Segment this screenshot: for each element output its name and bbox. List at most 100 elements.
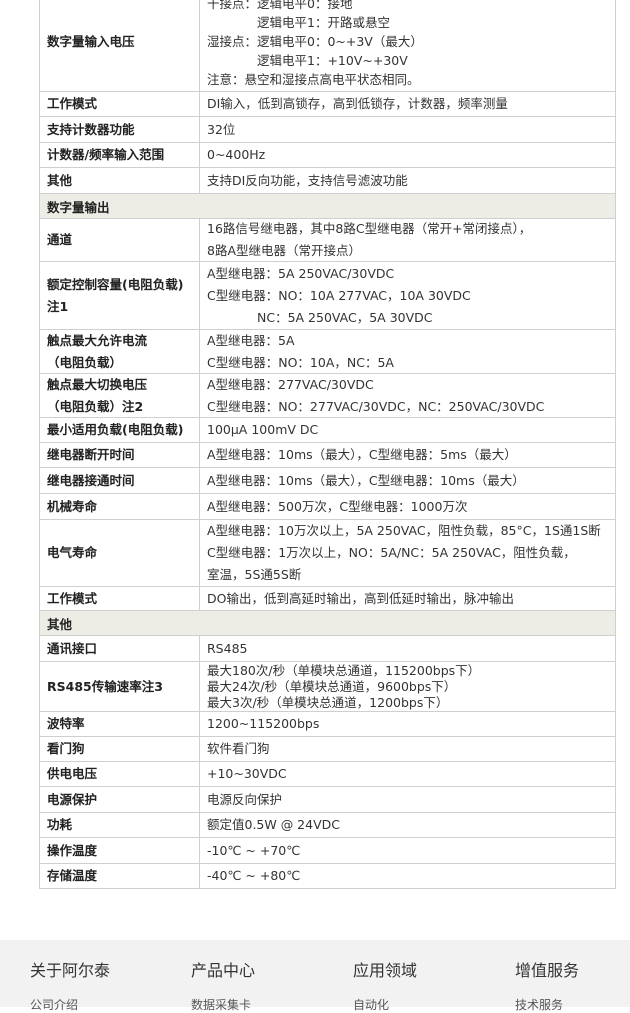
text-line: 继电器接通时间 bbox=[47, 472, 135, 488]
footer-link[interactable]: 技术服务 bbox=[515, 998, 564, 1012]
table-row: 电源保护 电源反向保护 bbox=[39, 787, 616, 813]
text-line: 电源反向保护 bbox=[207, 791, 283, 807]
text-line: 湿接点：逻辑电平0：0~+3V（最大） bbox=[207, 34, 423, 49]
text-line: （电阻负载） bbox=[47, 354, 123, 370]
table-row: 最小适用负载(电阻负载) 100μA 100mV DC bbox=[39, 418, 616, 443]
text-line: （电阻负载）注2 bbox=[47, 398, 144, 414]
text-line: -10℃ ~ +70℃ bbox=[207, 842, 301, 858]
footer-heading[interactable]: 产品中心 bbox=[191, 961, 256, 980]
text-line: A型继电器：277VAC/30VDC bbox=[207, 376, 374, 392]
row-label: 机械寿命 bbox=[40, 494, 200, 519]
text-line: 触点最大切换电压 bbox=[47, 376, 148, 392]
row-label: 工作模式 bbox=[40, 92, 200, 116]
table-row: 操作温度 -10℃ ~ +70℃ bbox=[39, 838, 616, 864]
text-line: 看门狗 bbox=[47, 741, 85, 756]
section-title: 数字量输出 bbox=[40, 194, 615, 218]
table-row: 额定控制容量(电阻负载) 注1 A型继电器：5A 250VAC/30VDC C型继电器… bbox=[39, 262, 616, 330]
table-row: 功耗 额定值0.5W @ 24VDC bbox=[39, 813, 616, 838]
text-line: A型继电器：5A bbox=[207, 332, 295, 348]
text-line: 电气寿命 bbox=[47, 545, 98, 560]
footer-column: 应用领域 自动化 bbox=[353, 960, 417, 1013]
table-row: 支持计数器功能 32位 bbox=[39, 117, 616, 143]
row-value: A型继电器：500万次，C型继电器：1000万次 bbox=[200, 494, 615, 519]
table-row: 通讯接口 RS485 bbox=[39, 636, 616, 662]
text-line: RS485传输速率注3 bbox=[47, 678, 163, 694]
row-label: 最小适用负载(电阻负载) bbox=[40, 418, 200, 442]
row-value: A型继电器：10ms（最大），C型继电器：10ms（最大） bbox=[200, 468, 615, 493]
row-label: 继电器断开时间 bbox=[40, 443, 200, 467]
table-row: 机械寿命 A型继电器：500万次，C型继电器：1000万次 bbox=[39, 494, 616, 520]
text-line: 最大180次/秒（单模块总通道，115200bps下） bbox=[207, 662, 481, 678]
row-value: 32位 bbox=[200, 117, 615, 142]
text-line: C型继电器：1万次以上，NO：5A/NC：5A 250VAC，阻性负载， bbox=[207, 545, 576, 560]
row-value: 干接点：逻辑电平0：接地 逻辑电平1：开路或悬空 湿接点：逻辑电平0：0~+3V（… bbox=[200, 0, 615, 91]
text-line: 电源保护 bbox=[47, 791, 98, 807]
row-label: 触点最大切换电压 （电阻负载）注2 bbox=[40, 374, 200, 417]
text-line: 计数器/频率输入范围 bbox=[47, 147, 165, 162]
text-line: +10~30VDC bbox=[207, 766, 287, 781]
text-line: 室温，5S通5S断 bbox=[207, 567, 302, 582]
row-label: 数字量输入电压 bbox=[40, 0, 200, 91]
row-value: -10℃ ~ +70℃ bbox=[200, 838, 615, 863]
text-line: 触点最大允许电流 bbox=[47, 332, 148, 348]
row-label: 看门狗 bbox=[40, 737, 200, 761]
text-line: 逻辑电平1：开路或悬空 bbox=[207, 15, 390, 30]
footer-link[interactable]: 自动化 bbox=[353, 998, 390, 1012]
table-row: 供电电压 +10~30VDC bbox=[39, 762, 616, 787]
row-label: RS485传输速率注3 bbox=[40, 662, 200, 711]
row-label: 存储温度 bbox=[40, 864, 200, 888]
text-line: 额定控制容量(电阻负载) bbox=[47, 276, 184, 292]
text-line: 供电电压 bbox=[47, 766, 98, 781]
text-line: C型继电器：NO：10A，NC：5A bbox=[207, 354, 394, 370]
text-line: A型继电器：5A 250VAC/30VDC bbox=[207, 265, 395, 281]
text-line: 工作模式 bbox=[47, 590, 98, 606]
row-label: 功耗 bbox=[40, 813, 200, 837]
table-row: 继电器接通时间 A型继电器：10ms（最大），C型继电器：10ms（最大） bbox=[39, 468, 616, 494]
row-value: A型继电器：5A C型继电器：NO：10A，NC：5A bbox=[200, 330, 615, 373]
table-row: 看门狗 软件看门狗 bbox=[39, 737, 616, 762]
footer-column: 产品中心 数据采集卡 bbox=[191, 960, 255, 1013]
table-row: 计数器/频率输入范围 0~400Hz bbox=[39, 143, 616, 168]
footer: 关于阿尔泰公司介绍 产品中心数据采集卡 应用领域自动化 增值服务技术服务 bbox=[0, 940, 630, 1012]
row-label: 计数器/频率输入范围 bbox=[40, 143, 200, 167]
row-label: 额定控制容量(电阻负载) 注1 bbox=[40, 262, 200, 329]
table-row: 存储温度 -40℃ ~ +80℃ bbox=[39, 864, 616, 889]
row-label: 触点最大允许电流 （电阻负载） bbox=[40, 330, 200, 373]
text-line: A型继电器：10ms（最大），C型继电器：10ms（最大） bbox=[207, 472, 525, 488]
text-line: A型继电器：10ms（最大），C型继电器：5ms（最大） bbox=[207, 447, 517, 462]
row-label: 通讯接口 bbox=[40, 636, 200, 661]
text-line: 1200~115200bps bbox=[207, 716, 320, 731]
row-value: RS485 bbox=[200, 636, 615, 661]
text-line: 波特率 bbox=[47, 716, 85, 731]
text-line: 支持计数器功能 bbox=[47, 121, 135, 137]
footer-heading[interactable]: 增值服务 bbox=[515, 961, 580, 980]
row-label: 其他 bbox=[40, 168, 200, 193]
row-value: +10~30VDC bbox=[200, 762, 615, 786]
text-line: 功耗 bbox=[47, 817, 73, 832]
table-row: 触点最大切换电压 （电阻负载）注2 A型继电器：277VAC/30VDC C型继电器：… bbox=[39, 374, 616, 418]
text-line: 继电器断开时间 bbox=[47, 447, 135, 462]
text-line: 机械寿命 bbox=[47, 498, 98, 514]
footer-heading[interactable]: 关于阿尔泰 bbox=[30, 961, 111, 980]
row-value: DI输入，低到高锁存，高到低锁存，计数器，频率测量 bbox=[200, 92, 615, 116]
row-value: A型继电器：5A 250VAC/30VDC C型继电器：NO：10A 277VAC… bbox=[200, 262, 615, 329]
text-line: 0~400Hz bbox=[207, 147, 266, 162]
text-line: 32位 bbox=[207, 121, 236, 137]
row-label: 波特率 bbox=[40, 712, 200, 736]
text-line: 逻辑电平1：+10V~+30V bbox=[207, 53, 408, 68]
footer-heading[interactable]: 应用领域 bbox=[353, 961, 418, 980]
table-row: 数字量输入电压 干接点：逻辑电平0：接地 逻辑电平1：开路或悬空 湿接点：逻辑电平0… bbox=[39, 0, 616, 92]
text-line: 存储温度 bbox=[47, 868, 98, 883]
text-line: 注1 bbox=[47, 298, 69, 314]
text-line: 工作模式 bbox=[47, 96, 98, 111]
footer-link[interactable]: 数据采集卡 bbox=[191, 998, 252, 1012]
footer-link[interactable]: 公司介绍 bbox=[30, 998, 79, 1012]
row-label: 电源保护 bbox=[40, 787, 200, 812]
table-row: 波特率 1200~115200bps bbox=[39, 712, 616, 737]
text-line: DO输出，低到高延时输出，高到低延时输出，脉冲输出 bbox=[207, 590, 514, 606]
text-line: 数字量输入电压 bbox=[47, 33, 135, 49]
text-line: 最大24次/秒（单模块总通道，9600bps下） bbox=[207, 678, 457, 694]
table-row: 继电器断开时间 A型继电器：10ms（最大），C型继电器：5ms（最大） bbox=[39, 443, 616, 468]
row-value: 软件看门狗 bbox=[200, 737, 615, 761]
row-value: 电源反向保护 bbox=[200, 787, 615, 812]
